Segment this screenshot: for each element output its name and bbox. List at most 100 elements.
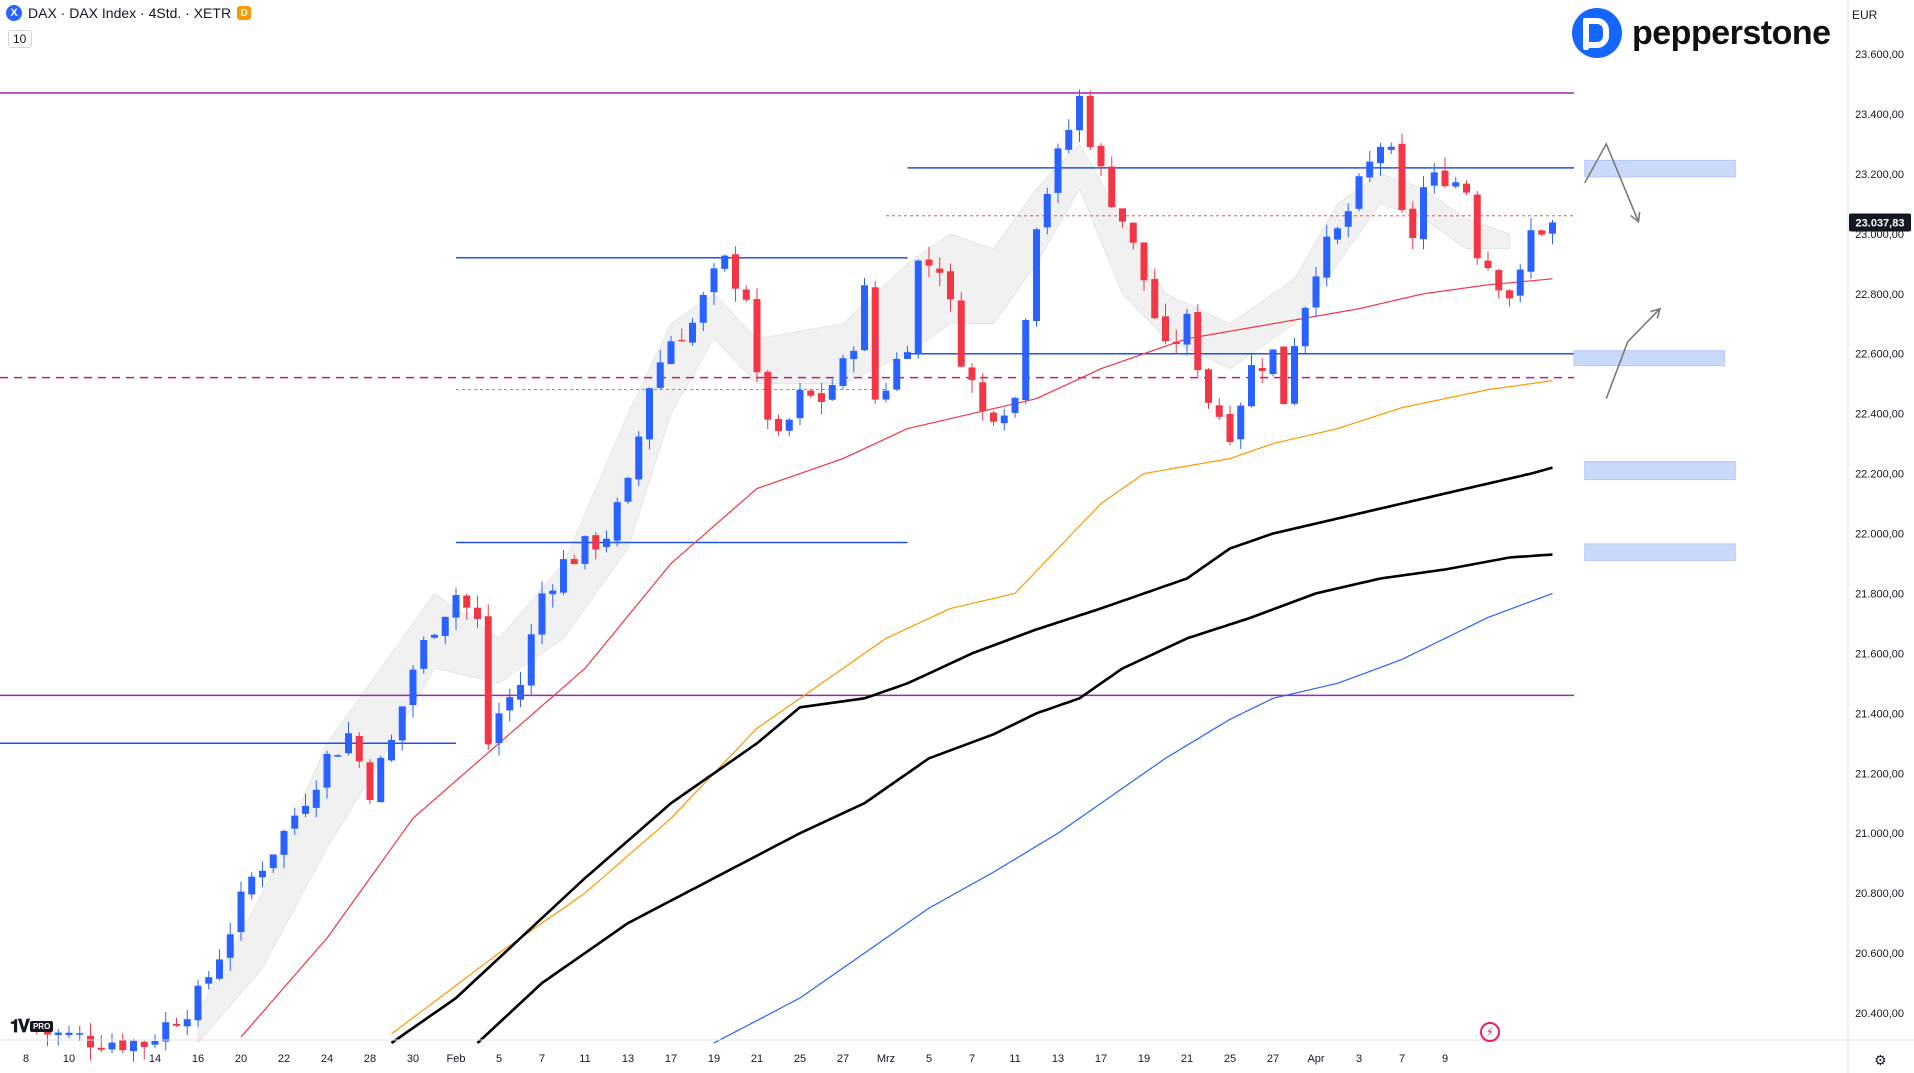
candle-body (1463, 183, 1470, 193)
candle-body (194, 985, 202, 1021)
x-tick-label: 7 (1399, 1053, 1405, 1065)
candle-body (1344, 211, 1352, 227)
x-tick-label: 20 (235, 1053, 247, 1065)
y-tick-label: 21.400,00 (1855, 708, 1904, 720)
candle-body (441, 616, 449, 636)
candle-body (1549, 222, 1556, 234)
candle-body (205, 977, 213, 984)
candle-body (409, 669, 417, 705)
candle-body (699, 294, 707, 323)
candle-body (1291, 346, 1298, 404)
candle-body (87, 1035, 94, 1048)
y-tick-label: 22.600,00 (1855, 349, 1904, 361)
candle-body (1538, 230, 1546, 235)
candle-body (1312, 276, 1320, 308)
x-tick-label: 25 (1224, 1053, 1236, 1065)
candle-body (76, 1033, 84, 1035)
candle-body (97, 1047, 105, 1050)
moving-average-line (391, 380, 1553, 1035)
candle-body (1516, 269, 1524, 296)
candle-body (398, 706, 406, 741)
lightning-icon[interactable]: ⚡ (1480, 1022, 1500, 1042)
candle-body (1022, 320, 1030, 401)
candle-body (237, 891, 245, 933)
candle-body (151, 1041, 159, 1045)
chart-header: X DAX · DAX Index · 4Std. · XETR D (6, 5, 252, 21)
candle-body (796, 389, 804, 419)
x-tick-label: 5 (926, 1053, 932, 1065)
last-price-badge (1849, 213, 1911, 232)
candle-body (474, 607, 481, 620)
candle-body (484, 616, 492, 745)
candle-body (882, 390, 890, 400)
y-tick-label: 21.000,00 (1855, 828, 1904, 840)
currency-label[interactable]: EUR (1852, 8, 1878, 22)
candle-body (667, 341, 675, 365)
candle-body (613, 502, 621, 541)
candle-body (1248, 365, 1255, 407)
x-tick-label: 9 (1442, 1053, 1448, 1065)
projection-arrow (1605, 308, 1661, 399)
y-tick-label: 22.400,00 (1855, 409, 1904, 421)
delayed-badge: D (237, 6, 252, 20)
candle-body (1398, 143, 1406, 210)
projection-arrow (1584, 142, 1640, 223)
candle-body (732, 254, 739, 289)
candle-body (1151, 279, 1159, 319)
y-tick-label: 22.200,00 (1855, 469, 1904, 481)
chart-title[interactable]: DAX · DAX Index · 4Std. · XETR (28, 5, 232, 21)
candle-body (495, 713, 503, 744)
candle-body (646, 388, 653, 440)
candle-body (818, 393, 825, 402)
candle-body (463, 595, 471, 608)
x-tick-label: 22 (278, 1053, 290, 1065)
candle-body (560, 559, 567, 593)
x-tick-label: 21 (1181, 1053, 1193, 1065)
x-tick-label: 25 (794, 1053, 806, 1065)
symbol-icon[interactable]: X (6, 5, 22, 21)
cloud-band (197, 143, 1510, 1044)
x-tick-label: 5 (496, 1053, 502, 1065)
candle-body (248, 876, 256, 895)
candle-body (54, 1032, 62, 1036)
candle-body (377, 757, 385, 803)
candle-body (968, 367, 976, 381)
candle-body (1506, 290, 1513, 299)
x-tick-label: 27 (837, 1053, 849, 1065)
candle-body (280, 830, 288, 855)
candle-body (1269, 349, 1277, 375)
candle-body (624, 477, 632, 502)
candle-body (1226, 413, 1234, 442)
y-tick-label: 23.000,00 (1855, 229, 1904, 241)
candle-body (291, 815, 299, 829)
gear-icon[interactable]: ⚙ (1874, 1052, 1887, 1068)
candle-body (1011, 397, 1019, 413)
candle-body (1495, 270, 1503, 291)
x-tick-label: Mrz (877, 1053, 895, 1065)
moving-average-line (713, 592, 1553, 1044)
candle-body (216, 959, 223, 979)
candle-body (990, 412, 997, 422)
x-tick-label: 17 (1095, 1053, 1107, 1065)
candle-body (226, 934, 234, 958)
candle-body (334, 755, 342, 757)
candle-body (1183, 313, 1191, 345)
candle-body (839, 358, 847, 386)
candle-body (130, 1040, 137, 1052)
y-tick-label: 21.600,00 (1855, 648, 1904, 660)
candle-body (366, 762, 374, 800)
candle-body (742, 289, 750, 300)
candle-body (1334, 228, 1341, 240)
candle-body (1355, 176, 1363, 209)
candle-body (1215, 405, 1223, 417)
candle-body (1452, 182, 1460, 187)
candle-body (506, 697, 514, 711)
interval-box[interactable]: 10 (8, 30, 33, 48)
pepperstone-logo-icon (1572, 8, 1622, 58)
zones-layer (1573, 159, 1736, 561)
candle-body (1441, 170, 1449, 187)
y-tick-label: 20.800,00 (1855, 888, 1904, 900)
candle-body (119, 1039, 127, 1051)
